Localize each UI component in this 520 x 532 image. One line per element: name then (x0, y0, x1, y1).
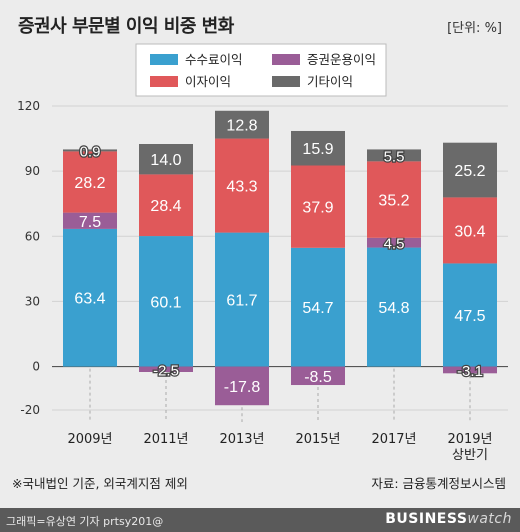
legend-swatch-commission (150, 54, 178, 65)
x-tick-label: 2017년 (371, 432, 416, 447)
bar-other (63, 149, 117, 152)
data-label-other: 12.8 (226, 118, 257, 135)
unit-label: [단위: %] (447, 21, 502, 36)
x-tick-label: 2015년 (295, 432, 340, 447)
data-label-asset-mgmt: 7.5 (79, 214, 101, 231)
legend-swatch-interest (150, 76, 178, 87)
bar-commission (443, 263, 497, 367)
data-label-interest: 35.2 (378, 193, 409, 210)
legend-label-asset-mgmt: 증권운용이익 (307, 52, 376, 67)
data-label-interest: 28.2 (74, 175, 105, 192)
y-tick-label: 30 (25, 294, 40, 308)
bar-other (367, 149, 421, 162)
footer-bar: 그래픽=유상연 기자 prtsy201@ BUSINESSwatch (0, 508, 520, 532)
bar-interest (63, 151, 117, 213)
data-label-asset-mgmt: -3.1 (457, 363, 483, 380)
data-label-other: 25.2 (454, 163, 485, 180)
legend-label-other: 기타이익 (307, 74, 353, 89)
brand-logo-part1: BUSINESS (385, 511, 468, 527)
legend-box (135, 43, 387, 97)
bar-other (291, 130, 345, 166)
data-label-interest: 30.4 (454, 223, 485, 240)
data-label-commission: 63.4 (74, 291, 105, 308)
stacked-bar-chart: 120 90 60 30 0 -20 63.4 7.5 28.2 0.9 60.1 -2.5 28.4 1… (17, 43, 508, 463)
legend-label-interest: 이자이익 (185, 74, 231, 89)
bar-interest (367, 161, 421, 238)
legend-swatch-other (272, 76, 300, 87)
bar-asset-mgmt (139, 366, 193, 372)
bar-commission (367, 247, 421, 367)
bar-commission (63, 228, 117, 367)
y-tick-label: -20 (20, 403, 40, 417)
bar-other (139, 144, 193, 175)
y-tick-label: 60 (25, 229, 40, 243)
data-label-other: 5.5 (384, 148, 405, 165)
bar-asset-mgmt (443, 366, 497, 374)
data-label-other: 15.9 (302, 141, 333, 158)
brand-logo-part2: watch (467, 511, 512, 527)
graphic-credit: 그래픽=유상연 기자 prtsy201@ (6, 515, 164, 528)
x-tick-label: 상반기 (452, 448, 488, 463)
data-label-other: 14.0 (150, 152, 181, 169)
bar-commission (139, 236, 193, 367)
bar-asset-mgmt (63, 212, 117, 229)
y-tick-label: 0 (32, 360, 40, 374)
bar-interest (215, 138, 269, 233)
data-label-asset-mgmt: -2.5 (153, 362, 179, 379)
x-tick-label: 2009년 (67, 432, 112, 447)
x-tick-label: 2019년 (447, 432, 492, 447)
data-label-asset-mgmt: -17.8 (224, 379, 261, 396)
source-label: 자료: 금융통계정보시스템 (371, 476, 506, 491)
bar-other (443, 142, 497, 198)
x-tick-label: 2011년 (143, 432, 188, 447)
legend-swatch-asset-mgmt (272, 54, 300, 65)
bar-interest (443, 197, 497, 264)
data-label-commission: 61.7 (226, 293, 257, 310)
x-tick-label: 2013년 (219, 432, 264, 447)
data-label-asset-mgmt: 4.5 (384, 236, 405, 253)
bar-asset-mgmt (291, 366, 345, 386)
footnote: ※국내법인 기준, 외국계지점 제외 (12, 476, 188, 491)
bar-interest (291, 165, 345, 248)
data-label-commission: 47.5 (454, 308, 485, 325)
data-label-asset-mgmt: -8.5 (304, 369, 332, 386)
data-label-interest: 43.3 (226, 179, 257, 196)
bar-commission (215, 232, 269, 367)
legend-label-commission: 수수료이익 (185, 52, 243, 67)
bar-asset-mgmt (215, 366, 269, 406)
data-label-other: 0.9 (80, 143, 101, 160)
y-tick-label: 120 (17, 99, 40, 113)
data-label-interest: 28.4 (150, 198, 181, 215)
data-label-commission: 54.8 (378, 300, 409, 317)
bar-other (215, 110, 269, 139)
bar-interest (139, 174, 193, 237)
bar-asset-mgmt (367, 237, 421, 248)
data-label-commission: 60.1 (150, 294, 181, 311)
bar-commission (291, 247, 345, 367)
data-label-commission: 54.7 (302, 300, 333, 317)
brand-logo: BUSINESSwatch (385, 511, 512, 527)
y-tick-label: 90 (25, 164, 40, 178)
data-label-interest: 37.9 (302, 200, 333, 217)
chart-title: 증권사 부문별 이익 비중 변화 (18, 16, 234, 37)
